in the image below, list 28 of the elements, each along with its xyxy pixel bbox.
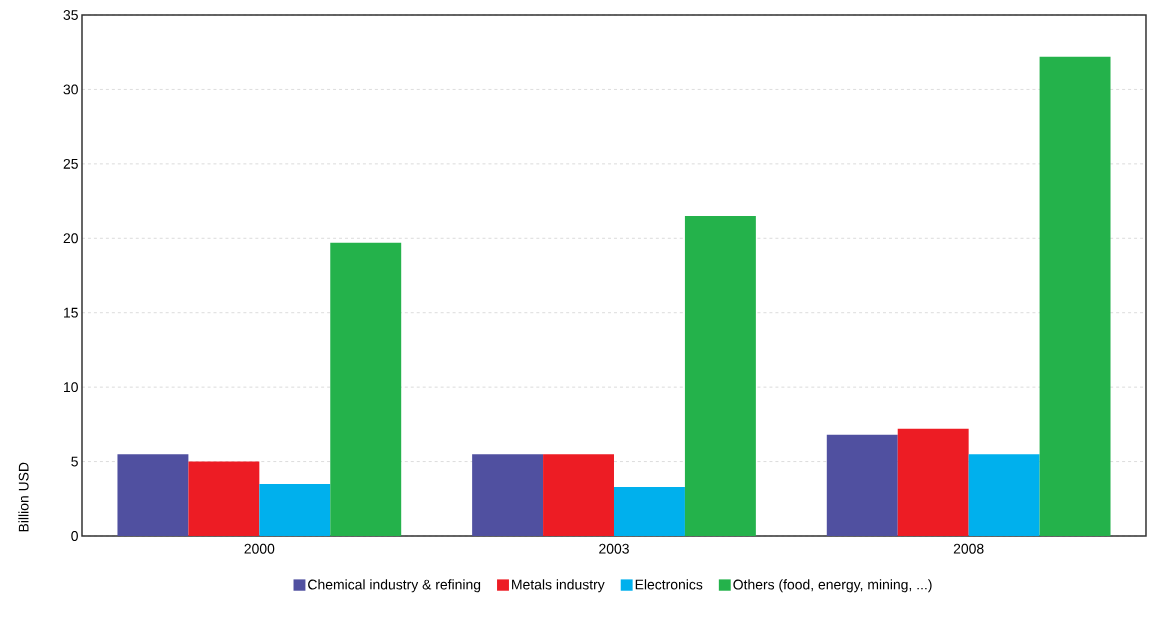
y-tick-label: 25 xyxy=(63,158,78,169)
bar xyxy=(472,454,544,536)
x-tick-label: 2008 xyxy=(953,543,984,554)
bar xyxy=(259,483,331,536)
bar xyxy=(1039,56,1111,536)
bar xyxy=(968,454,1040,536)
y-tick-label: 30 xyxy=(63,84,78,95)
bar xyxy=(613,486,685,536)
y-tick-label: 0 xyxy=(71,531,78,541)
bar xyxy=(543,454,614,536)
bar xyxy=(684,215,756,536)
legend-label: Metals industry xyxy=(512,579,605,593)
y-tick-label: 10 xyxy=(64,382,78,393)
bar xyxy=(330,242,402,536)
legend-label: Electronics xyxy=(635,579,703,590)
x-tick-label: 2003 xyxy=(599,543,629,554)
bar xyxy=(897,428,969,536)
y-tick-label: 15 xyxy=(64,307,78,318)
y-tick-label: 35 xyxy=(63,10,78,20)
bar xyxy=(188,461,260,536)
x-tick-label: 2000 xyxy=(244,543,275,554)
bar xyxy=(826,434,898,536)
legend-label: Others (food, energy, mining, ...) xyxy=(733,579,932,593)
legend-label: Chemical industry & refining xyxy=(308,579,481,593)
y-tick-label: 20 xyxy=(63,233,78,244)
y-axis-title: Billion USD xyxy=(18,462,29,532)
bar xyxy=(117,454,189,536)
y-tick-label: 5 xyxy=(71,456,78,467)
